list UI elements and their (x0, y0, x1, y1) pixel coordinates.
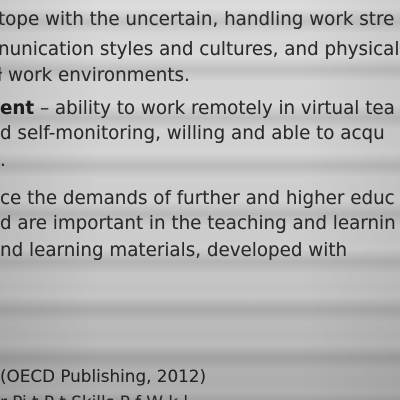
text-line-4: ent – ability to work remotely in virtua… (0, 98, 400, 120)
text-line-9: nd learning materials, developed with (0, 240, 400, 262)
text-line-5: d self-monitoring, willing and able to a… (0, 123, 400, 145)
reference-citation-text: (OECD Publishing, 2012) (0, 366, 207, 386)
text-line-4-text: – ability to work remotely in virtual te… (34, 98, 395, 119)
text-line-8-text: d are important in the teaching and lear… (0, 213, 396, 234)
text-line-3: ł work environments. (0, 65, 400, 87)
text-line-2: nunication styles and cultures, and phys… (0, 39, 400, 61)
reference-citation: (OECD Publishing, 2012) (0, 365, 400, 387)
text-line-6-text: . (0, 150, 6, 171)
text-line-1-text: tope with the uncertain, handling work s… (0, 9, 395, 30)
text-line-1: tope with the uncertain, handling work s… (0, 9, 400, 31)
text-line-6: . (0, 150, 400, 172)
text-line-2-text: nunication styles and cultures, and phys… (0, 39, 400, 60)
text-line-9-text: nd learning materials, developed with (0, 240, 348, 261)
term-heading: ent (0, 98, 35, 119)
text-line-7-text: ce the demands of further and higher edu… (0, 188, 395, 209)
text-line-8: d are important in the teaching and lear… (0, 213, 400, 235)
cut-off-line-text: r Pi t P t Skills P f W k l (0, 392, 188, 400)
text-line-7: ce the demands of further and higher edu… (0, 188, 400, 210)
text-line-3-text: ł work environments. (0, 65, 190, 86)
text-line-5-text: d self-monitoring, willing and able to a… (0, 123, 385, 144)
cut-off-line: r Pi t P t Skills P f W k l (0, 391, 400, 400)
